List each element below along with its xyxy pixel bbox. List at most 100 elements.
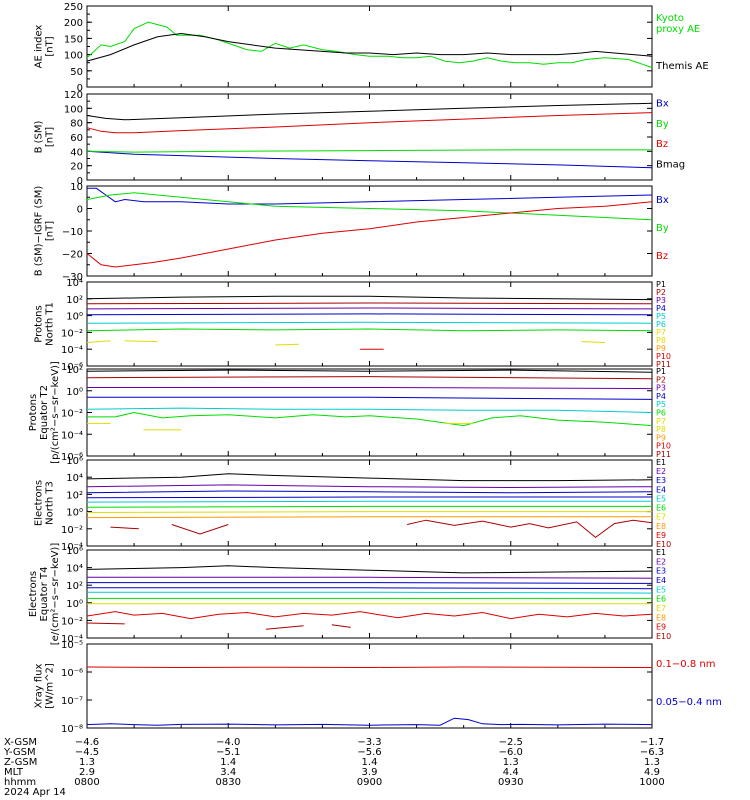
legend-label: P1	[656, 367, 666, 376]
y-tick-label: 10⁻⁵	[61, 640, 83, 651]
y-tick-label: 10⁴	[66, 564, 83, 575]
series-line-e5	[87, 591, 653, 594]
y-tick-label: 10⁻²	[61, 616, 83, 627]
y-tick-label: 200	[64, 18, 83, 29]
legend-label: E1	[656, 458, 666, 467]
y-tick-label: 100	[64, 51, 83, 62]
series-line-p5	[86, 407, 653, 413]
legend-label: Themis AE	[655, 61, 709, 72]
legend-label: P3	[656, 384, 666, 393]
series-line-e2	[87, 576, 653, 579]
x-axis-row-value: −2.5	[499, 737, 523, 748]
legend-label: Bx	[656, 98, 669, 109]
panel-frame	[86, 459, 653, 547]
y-axis-label-line: Electrons	[28, 571, 39, 617]
x-axis-row-value: 3.4	[220, 767, 236, 778]
series-line-p4	[86, 313, 653, 316]
y-tick-label: 100	[64, 104, 83, 115]
y-tick-label: 10⁻²	[61, 409, 83, 420]
panel-3: −30 −20 −10 0 10 B (SM)−IGRF (SM) [nT] Bx By Bz	[34, 182, 669, 283]
x-axis-row-value: 1.3	[644, 757, 660, 768]
series-line-e1	[86, 473, 653, 482]
y-tick-label: 10⁻⁷	[61, 696, 83, 707]
x-axis-row-value: 4.4	[503, 767, 519, 778]
y-tick-label: 10⁻²	[61, 525, 83, 536]
y-tick-label: 10⁶	[66, 456, 83, 467]
series-line-p7	[581, 341, 605, 343]
legend-label: E9	[656, 531, 666, 540]
y-tick-label: −30	[62, 272, 83, 283]
legend-label: P5	[656, 400, 666, 409]
legend-label: E5	[656, 494, 666, 503]
series-line-e4	[86, 496, 652, 499]
x-axis-row-value: −5.6	[357, 747, 381, 758]
y-axis-label-line: Xray flux	[34, 664, 45, 709]
y-axis-label-line: Protons	[28, 394, 39, 431]
y-axis-label: Electrons Equator T4 [e/(cm²−s−sr−keV)]	[28, 543, 61, 646]
series-line-bz	[86, 112, 653, 134]
series-line-p7	[86, 340, 111, 343]
legend-label: Bz	[656, 139, 668, 150]
y-axis-label-line: [nT]	[45, 36, 56, 56]
y-tick-label: 10⁴	[66, 473, 83, 484]
series-line-themis-ae	[86, 32, 653, 62]
legend-label: 0.05−0.4 nm	[656, 697, 722, 708]
legend-label: E7	[656, 513, 666, 522]
series-line-p3	[87, 387, 653, 390]
series-line-by	[86, 149, 652, 153]
legend-label: E10	[656, 540, 671, 549]
series-line-kyoto-proxy-ae	[86, 21, 653, 69]
legend-label: 0.1−0.8 nm	[656, 659, 715, 670]
series-line-e10	[86, 622, 125, 625]
y-tick-label: 10⁻⁴	[61, 634, 83, 645]
series-line-e3	[87, 582, 653, 584]
series-line-0-05-0-4-nm	[86, 717, 653, 726]
y-axis-label-line: [p/(cm²−s−sr−keV)]	[50, 361, 61, 464]
panel-frame	[86, 281, 653, 367]
series-line-p7	[275, 343, 299, 346]
series-line-e7	[86, 511, 652, 513]
y-tick-label: 20	[70, 162, 83, 173]
legend-label: E8	[656, 522, 666, 531]
x-axis-row-value: 1000	[639, 777, 664, 788]
x-axis-row-value: −5.1	[216, 747, 240, 758]
y-tick-label: 10⁰	[66, 387, 83, 398]
legend-label: By	[656, 223, 669, 234]
y-axis-label-line: [nT]	[45, 221, 56, 241]
y-axis-label-line: [e/(cm²−s−sr−keV)]	[50, 543, 61, 646]
panel-frame	[86, 185, 653, 277]
series-line-e3	[86, 490, 653, 494]
x-axis-row-value: 0900	[357, 777, 382, 788]
legend-label: E10	[656, 632, 671, 641]
x-axis-row-value: −1.7	[640, 737, 664, 748]
legend-label: E1	[656, 548, 666, 557]
legend-label: E8	[656, 613, 666, 622]
series-line-e10	[331, 624, 351, 628]
series-line-e10	[265, 625, 304, 630]
legend-label: E4	[656, 485, 666, 494]
legend-label: E6	[656, 595, 666, 604]
y-tick-label: 50	[70, 67, 83, 78]
legend-label: P4	[656, 392, 666, 401]
y-axis-label-line: Equator T2	[39, 385, 50, 440]
y-tick-label: 10⁻⁶	[61, 452, 83, 463]
x-axis-row-value: −3.3	[357, 737, 381, 748]
y-axis-label: Protons Equator T2 [p/(cm²−s−sr−keV)]	[28, 361, 61, 464]
x-axis-row-value: 1.4	[220, 757, 236, 768]
legend-label: P7	[656, 328, 666, 337]
x-axis-row-label: MLT	[4, 767, 24, 778]
panel-frame	[86, 93, 653, 181]
y-tick-label: 0	[77, 83, 83, 94]
y-tick-label: 60	[70, 133, 83, 144]
series-line-p3	[86, 307, 653, 310]
series-line-e4	[87, 587, 653, 590]
x-axis-row-value: 1.3	[503, 757, 519, 768]
legend-label: P4	[656, 304, 666, 313]
y-axis-label-line: [nT]	[45, 127, 56, 147]
series-line-p6	[87, 411, 653, 427]
legend-label: P8	[656, 336, 666, 345]
